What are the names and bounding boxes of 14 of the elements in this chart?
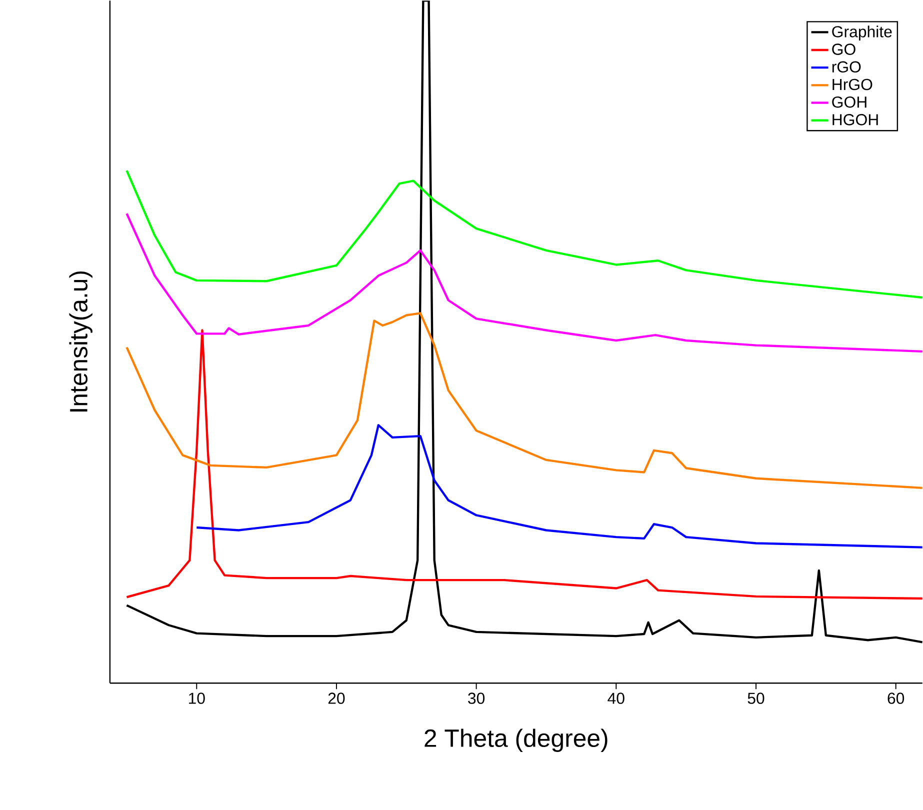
legend-label: HGOH [832, 114, 878, 126]
x-tick-label: 60 [888, 692, 904, 704]
x-tick-label: 30 [468, 692, 485, 704]
x-tick-label: 50 [748, 692, 764, 704]
legend-label: Graphite [832, 26, 892, 40]
x-tick-label: 20 [328, 692, 345, 704]
legend-label: rGO [832, 61, 861, 73]
x-tick-label: 40 [608, 692, 624, 704]
x-tick-label: 10 [188, 692, 205, 704]
legend-label: GO [832, 44, 856, 55]
x-axis-title: 2 Theta (degree) [424, 728, 608, 752]
y-axis-title: Intensity(a.u) [69, 271, 92, 412]
legend-label: GOH [832, 96, 866, 108]
legend-label: HrGO [832, 78, 872, 90]
